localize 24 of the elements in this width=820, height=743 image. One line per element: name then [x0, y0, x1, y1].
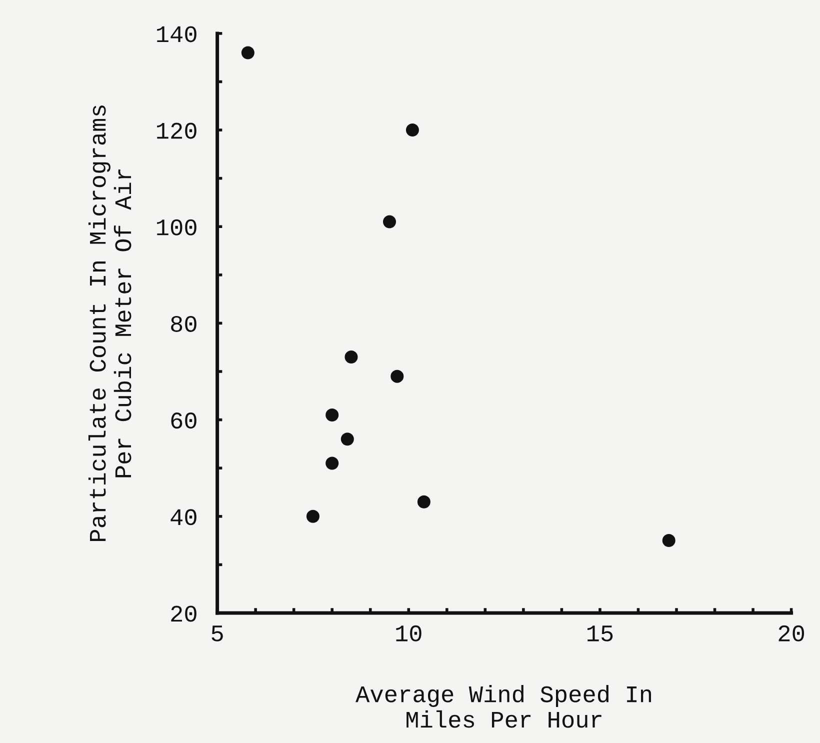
y-tick-label: 20 — [171, 606, 196, 622]
point — [382, 215, 396, 228]
y-axis-title: Particulate Count In Micrograms Per Cubic Meter Of Air — [88, 106, 132, 541]
y-tick-label: 80 — [171, 316, 196, 332]
point — [340, 432, 354, 446]
point — [406, 124, 419, 137]
x-tick-label: 15 — [588, 626, 613, 642]
x-tick-label: 10 — [396, 625, 422, 642]
point — [417, 495, 430, 508]
point — [662, 534, 676, 548]
x-tick-label: 20 — [778, 625, 804, 642]
y-tick-label: 40 — [170, 509, 196, 526]
y-tick-label: 60 — [171, 412, 196, 429]
y-tick-label: 100 — [157, 219, 196, 236]
point — [390, 370, 404, 383]
y-tick-label: 140 — [157, 26, 196, 42]
point — [326, 408, 339, 422]
x-tick-label: 5 — [212, 626, 223, 642]
point — [306, 510, 320, 523]
point — [326, 456, 339, 470]
point — [241, 46, 254, 60]
y-tick-label: 120 — [157, 122, 196, 139]
point — [344, 350, 358, 364]
x-axis-title: Average Wind Speed In Miles Per Hour — [356, 684, 651, 728]
